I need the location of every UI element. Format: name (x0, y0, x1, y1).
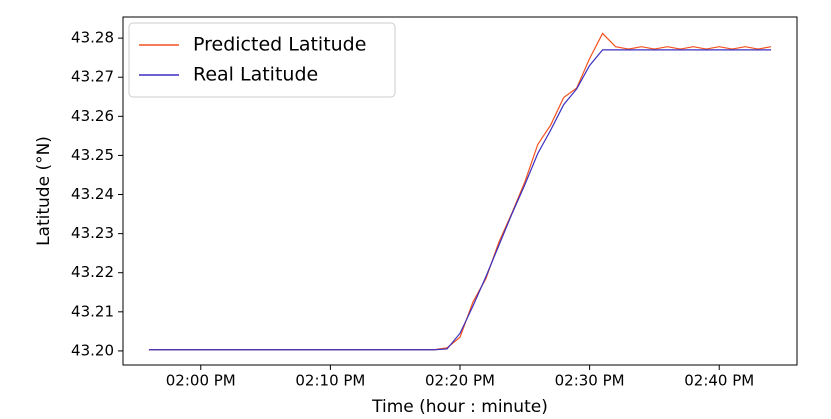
y-axis-label: Latitude (°N) (34, 136, 54, 246)
x-tick-label: 02:40 PM (684, 372, 754, 390)
legend-label: Real Latitude (193, 64, 318, 86)
x-tick-label: 02:30 PM (555, 372, 625, 390)
y-tick-label: 43.21 (71, 302, 114, 320)
legend-label: Predicted Latitude (193, 34, 366, 56)
data-line (148, 49, 772, 351)
x-tick-label: 02:20 PM (425, 372, 495, 390)
y-tick-label: 43.26 (71, 107, 114, 125)
y-tick-label: 43.28 (71, 29, 114, 47)
y-tick-label: 43.27 (71, 68, 114, 86)
x-tick-label: 02:10 PM (295, 372, 365, 390)
legend-box (128, 22, 396, 98)
y-tick-label: 43.23 (71, 224, 114, 242)
y-tick-label: 43.22 (71, 263, 114, 281)
plot-frame (122, 16, 798, 366)
y-tick-label: 43.24 (71, 185, 114, 203)
x-axis-label: Time (hour : minute) (371, 397, 548, 417)
y-tick-label: 43.20 (71, 341, 114, 359)
y-tick-label: 43.25 (71, 146, 114, 164)
x-tick-label: 02:00 PM (166, 372, 236, 390)
